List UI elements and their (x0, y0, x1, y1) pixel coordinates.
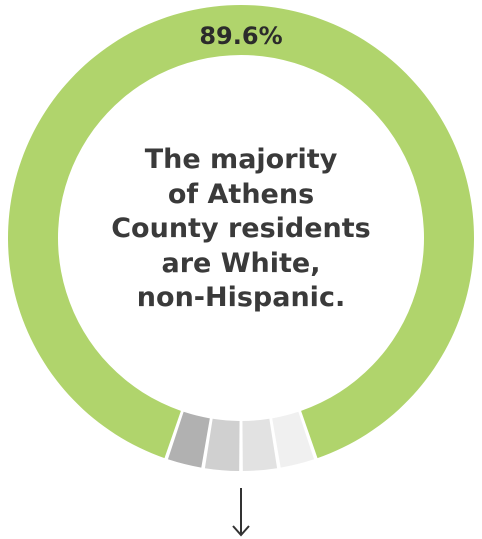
center-text-line-4: are White, (161, 247, 321, 279)
majority-percent-label: 89.6% (199, 22, 283, 50)
donut-center-text: The majority of Athens County residents … (91, 143, 391, 316)
center-text-line-1: The majority (144, 144, 338, 175)
center-text-line-2: of Athens (167, 178, 315, 210)
donut-slice-4 (204, 418, 240, 471)
arrow-down-icon[interactable] (229, 486, 253, 538)
center-text-line-5: non-Hispanic. (136, 282, 346, 313)
donut-slice-3 (242, 418, 278, 471)
donut-slice-2 (272, 411, 315, 468)
donut-slice-5 (167, 411, 210, 468)
center-text-line-3: County residents (111, 213, 371, 244)
